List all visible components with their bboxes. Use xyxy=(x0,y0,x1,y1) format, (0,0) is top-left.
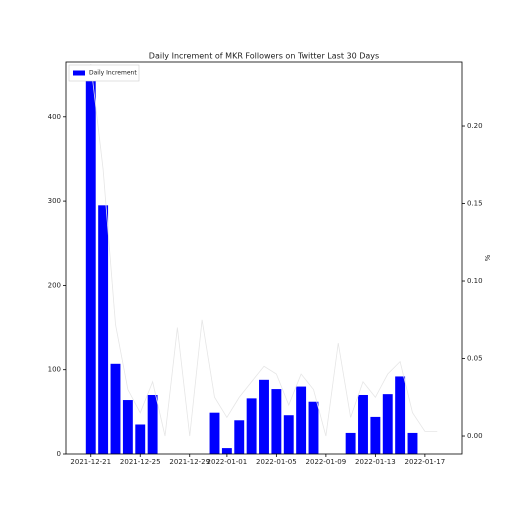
bar xyxy=(122,400,133,454)
x-tick-label: 2022-01-17 xyxy=(405,458,446,466)
bar xyxy=(135,424,146,454)
bar xyxy=(407,432,418,454)
bar xyxy=(308,401,319,454)
y-tick-label: 0 xyxy=(57,450,61,458)
y-tick-label: 400 xyxy=(48,113,61,121)
bar xyxy=(296,386,307,454)
bar xyxy=(358,394,368,454)
bar xyxy=(395,376,406,454)
y-tick-label: 200 xyxy=(48,281,61,289)
bar xyxy=(283,415,294,454)
y2-tick-label: 0.05 xyxy=(467,355,483,363)
x-tick-label: 2022-01-01 xyxy=(207,458,248,466)
bar xyxy=(234,420,245,454)
x-tick-label: 2021-12-25 xyxy=(120,458,161,466)
bar xyxy=(85,80,96,454)
y2-tick-label: 0.15 xyxy=(467,200,483,208)
bar xyxy=(209,412,220,454)
y2-tick-label: 0.00 xyxy=(467,432,483,440)
y2-tick-label: 0.10 xyxy=(467,277,483,285)
bar xyxy=(345,432,356,454)
legend-label: Daily Increment xyxy=(89,70,137,77)
legend-box xyxy=(68,64,140,82)
bar xyxy=(382,394,393,454)
bar xyxy=(271,389,282,454)
x-tick-label: 2022-01-09 xyxy=(306,458,347,466)
x-tick-label: 2022-01-05 xyxy=(256,458,297,466)
y-tick-label: 300 xyxy=(48,197,61,205)
legend-swatch xyxy=(73,70,85,76)
y2-tick-label: 0.20 xyxy=(467,122,483,130)
plot-frame xyxy=(65,61,463,455)
bar xyxy=(98,205,109,454)
y-tick-label: 100 xyxy=(48,366,61,374)
line xyxy=(90,63,438,437)
y2-axis-label: % xyxy=(484,254,492,261)
bar xyxy=(147,394,158,454)
bar xyxy=(259,379,269,454)
bar xyxy=(110,363,121,454)
bar xyxy=(246,398,257,454)
bar xyxy=(370,416,381,454)
x-tick-label: 2021-12-29 xyxy=(169,458,210,466)
bar xyxy=(221,448,232,454)
x-tick-label: 2022-01-13 xyxy=(355,458,396,466)
chart-title: Daily Increment of MKR Followers on Twit… xyxy=(149,52,379,61)
x-tick-label: 2021-12-21 xyxy=(70,458,111,466)
